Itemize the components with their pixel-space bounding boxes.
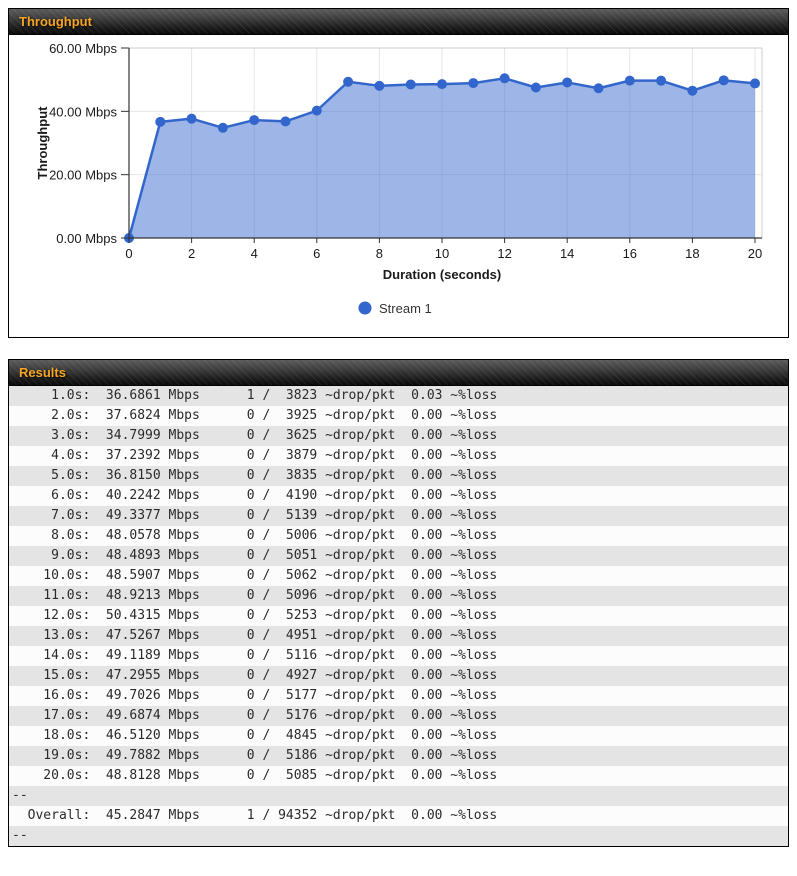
result-row: 13.0s: 47.5267 Mbps 0 / 4951 ~drop/pkt 0…: [9, 626, 788, 646]
y-tick-label: 40.00 Mbps: [49, 104, 117, 119]
throughput-area-chart: 0.00 Mbps 20.00 Mbps 40.00 Mbps 60.00 Mbps 0…: [9, 35, 788, 337]
x-tick-label: 10: [435, 246, 449, 261]
result-row: 4.0s: 37.2392 Mbps 0 / 3879 ~drop/pkt 0.…: [9, 446, 788, 466]
result-row: 10.0s: 48.5907 Mbps 0 / 5062 ~drop/pkt 0…: [9, 566, 788, 586]
y-axis-title: Throughput: [35, 106, 50, 180]
data-point: [186, 113, 197, 124]
data-point: [468, 78, 479, 89]
result-row: 5.0s: 36.8150 Mbps 0 / 3835 ~drop/pkt 0.…: [9, 466, 788, 486]
result-row: 2.0s: 37.6824 Mbps 0 / 3925 ~drop/pkt 0.…: [9, 406, 788, 426]
result-row: Overall: 45.2847 Mbps 1 / 94352 ~drop/pk…: [9, 806, 788, 826]
results-panel-title: Results: [19, 365, 66, 380]
result-row: 9.0s: 48.4893 Mbps 0 / 5051 ~drop/pkt 0.…: [9, 546, 788, 566]
results-panel-header: Results: [9, 360, 788, 386]
data-point: [343, 76, 354, 87]
x-tick-label: 16: [623, 246, 637, 261]
data-point: [593, 83, 604, 94]
data-point: [280, 116, 291, 127]
throughput-panel-header: Throughput: [9, 9, 788, 35]
legend-marker: [358, 301, 372, 315]
x-tick-label: 18: [685, 246, 699, 261]
x-tick-label: 2: [188, 246, 195, 261]
result-row: 12.0s: 50.4315 Mbps 0 / 5253 ~drop/pkt 0…: [9, 606, 788, 626]
data-point: [656, 75, 667, 86]
x-tick-label: 8: [376, 246, 383, 261]
result-row: 15.0s: 47.2955 Mbps 0 / 4927 ~drop/pkt 0…: [9, 666, 788, 686]
legend-label: Stream 1: [379, 301, 432, 316]
separator-row: --: [9, 826, 788, 846]
result-row: 18.0s: 46.5120 Mbps 0 / 4845 ~drop/pkt 0…: [9, 726, 788, 746]
x-tick-label: 4: [251, 246, 258, 261]
data-point: [687, 85, 698, 96]
data-point: [405, 79, 416, 90]
x-axis-title: Duration (seconds): [383, 267, 501, 282]
data-point: [437, 79, 447, 90]
data-point: [530, 82, 541, 93]
result-row: 16.0s: 49.7026 Mbps 0 / 5177 ~drop/pkt 0…: [9, 686, 788, 706]
series-area: [129, 78, 755, 238]
y-tick-label: 60.00 Mbps: [49, 41, 117, 56]
data-point: [217, 122, 228, 133]
data-point: [155, 116, 166, 127]
x-tick-label: 20: [748, 246, 762, 261]
y-tick-label: 20.00 Mbps: [49, 168, 117, 183]
data-point: [624, 75, 635, 86]
result-row: 14.0s: 49.1189 Mbps 0 / 5116 ~drop/pkt 0…: [9, 646, 788, 666]
y-tick-label: 0.00 Mbps: [56, 231, 117, 246]
result-row: 1.0s: 36.6861 Mbps 1 / 3823 ~drop/pkt 0.…: [9, 386, 788, 406]
data-point: [750, 78, 760, 89]
result-row: 20.0s: 48.8128 Mbps 0 / 5085 ~drop/pkt 0…: [9, 766, 788, 786]
data-point: [374, 80, 385, 91]
result-row: 19.0s: 49.7882 Mbps 0 / 5186 ~drop/pkt 0…: [9, 746, 788, 766]
area-chart-svg: 0.00 Mbps 20.00 Mbps 40.00 Mbps 60.00 Mbps 0…: [35, 41, 763, 316]
data-point: [499, 73, 510, 84]
x-tick-label: 12: [497, 246, 511, 261]
result-row: 11.0s: 48.9213 Mbps 0 / 5096 ~drop/pkt 0…: [9, 586, 788, 606]
separator-row: --: [9, 786, 788, 806]
result-row: 8.0s: 48.0578 Mbps 0 / 5006 ~drop/pkt 0.…: [9, 526, 788, 546]
results-table: 1.0s: 36.6861 Mbps 1 / 3823 ~drop/pkt 0.…: [9, 386, 788, 846]
x-tick-label: 0: [125, 246, 132, 261]
results-panel: Results 1.0s: 36.6861 Mbps 1 / 3823 ~dro…: [8, 359, 789, 847]
data-point: [249, 115, 260, 126]
throughput-panel-title: Throughput: [19, 14, 92, 29]
x-tick-label: 6: [313, 246, 320, 261]
result-row: 3.0s: 34.7999 Mbps 0 / 3625 ~drop/pkt 0.…: [9, 426, 788, 446]
x-tick-label: 14: [560, 246, 574, 261]
data-point: [562, 77, 573, 88]
result-row: 17.0s: 49.6874 Mbps 0 / 5176 ~drop/pkt 0…: [9, 706, 788, 726]
data-point: [718, 75, 729, 86]
result-row: 7.0s: 49.3377 Mbps 0 / 5139 ~drop/pkt 0.…: [9, 506, 788, 526]
result-row: 6.0s: 40.2242 Mbps 0 / 4190 ~drop/pkt 0.…: [9, 486, 788, 506]
throughput-panel: Throughput 0.00 Mbps 20.00 Mbps 40.00 Mbps…: [8, 8, 789, 338]
data-point: [311, 105, 322, 116]
